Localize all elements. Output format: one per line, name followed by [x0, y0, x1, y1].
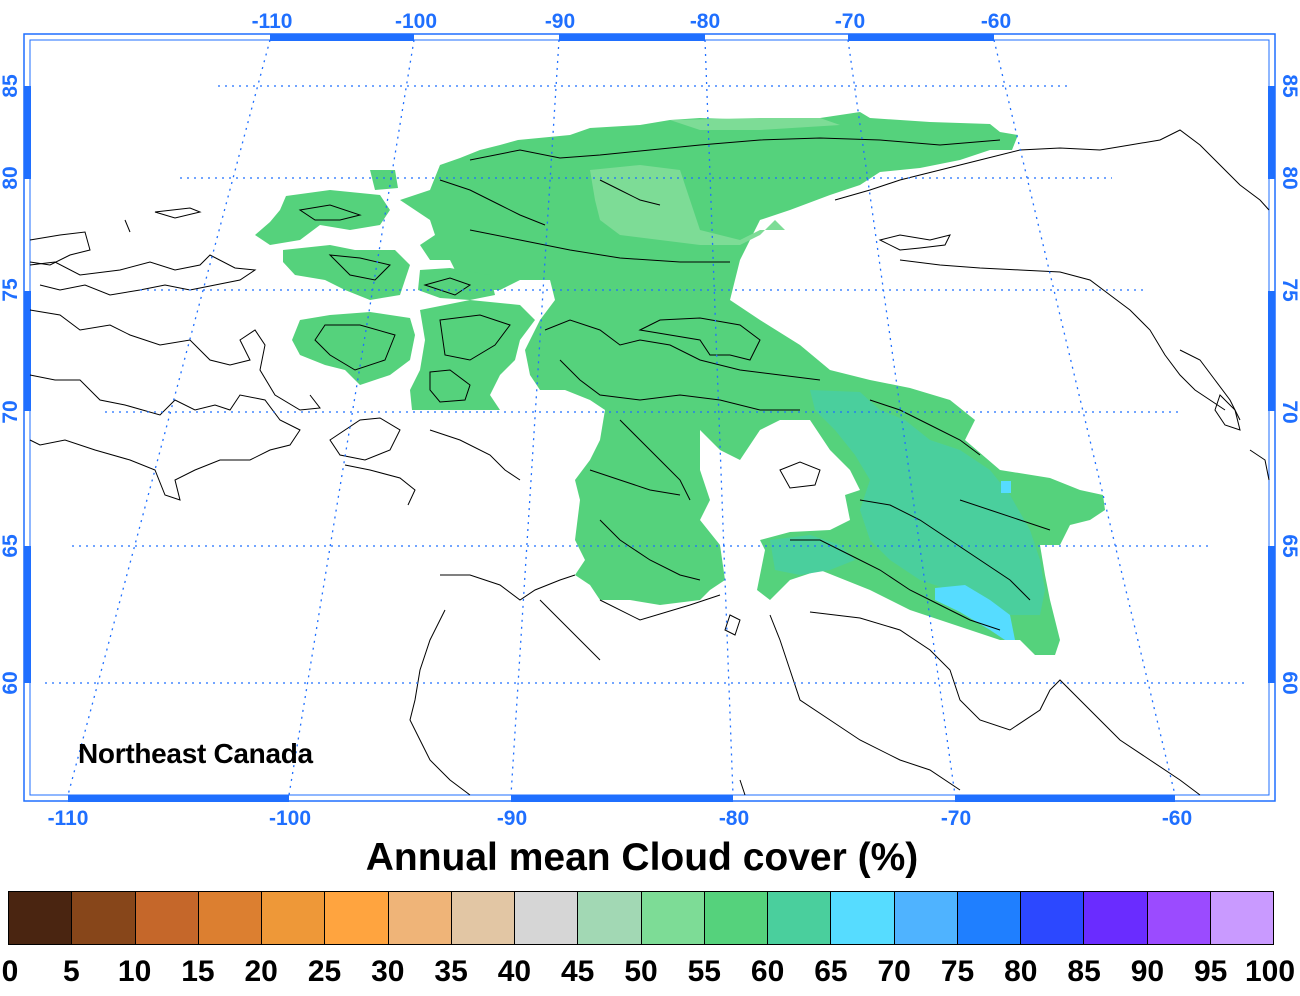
- top-tick-label: -60: [981, 10, 1011, 33]
- right-tick-label: 80: [1278, 166, 1300, 189]
- colorbar-label: 10: [117, 955, 152, 988]
- left-tick-label: 85: [0, 74, 22, 98]
- top-tick-label: -110: [252, 10, 293, 33]
- left-tick-label: 60: [0, 671, 22, 694]
- colorbar-label: 30: [371, 955, 405, 988]
- field-teal: [810, 390, 1045, 615]
- colorbar-swatch: [704, 892, 768, 944]
- colorbar-label: 15: [181, 955, 215, 988]
- colorbar-label: 95: [1194, 955, 1228, 988]
- top-axis-labels: -110 -100 -90 -80 -70 -60: [252, 10, 1012, 33]
- colorbar-swatch: [957, 892, 1021, 944]
- colorbar-label: 90: [1130, 955, 1165, 988]
- right-tick-label: 85: [1278, 74, 1300, 98]
- colorbar-swatch: [894, 892, 958, 944]
- right-axis-labels: 85 80 75 70 65 60: [1278, 74, 1300, 694]
- colorbar: [8, 891, 1274, 945]
- map-plot: -110 -100 -90 -80 -70 -60 -110 -100 -90 …: [0, 10, 1300, 830]
- colorbar-swatch: [768, 892, 832, 944]
- colorbar-swatch: [1147, 892, 1211, 944]
- field-light-1: [590, 165, 785, 245]
- top-tick-label: -90: [545, 10, 575, 33]
- colorbar-labels: 0 5 10 15 20 25 30 35 40 45 50 55 60 65 70 75 80 85 90 95 10…: [0, 955, 1300, 995]
- colorbar-swatch: [578, 892, 642, 944]
- colorbar-swatch: [325, 892, 389, 944]
- colorbar-swatch: [1084, 892, 1148, 944]
- left-tick-label: 75: [0, 278, 22, 302]
- top-tick-label: -70: [835, 10, 865, 33]
- colorbar-label: 5: [62, 955, 80, 988]
- colorbar-label: 55: [687, 955, 721, 988]
- colorbar-swatch: [135, 892, 199, 944]
- field-island-west-1: [255, 190, 390, 245]
- bottom-tick-label: -110: [48, 807, 89, 830]
- right-tick-label: 60: [1278, 671, 1300, 694]
- left-tick-label: 80: [0, 166, 22, 189]
- colorbar-swatch: [388, 892, 452, 944]
- colorbar-swatch: [1210, 892, 1273, 944]
- colorbar-label: 0: [1, 955, 19, 988]
- field-light-2: [670, 118, 840, 130]
- region-label: Northeast Canada: [78, 738, 313, 769]
- field-island-west-2: [370, 170, 398, 190]
- colorbar-swatch: [9, 892, 73, 944]
- cloud-cover-field: [255, 112, 1105, 655]
- colorbar-swatch: [72, 892, 136, 944]
- field-cyan: [935, 585, 1015, 640]
- colorbar-swatch: [1021, 892, 1085, 944]
- coastlines-inner: [298, 137, 1051, 631]
- colorbar-label: 20: [244, 955, 278, 988]
- right-tick-label: 65: [1278, 534, 1300, 558]
- colorbar-swatch: [451, 892, 515, 944]
- left-tick-label: 70: [0, 400, 22, 423]
- bottom-tick-label: -70: [941, 807, 971, 830]
- top-axis-bands: [270, 34, 994, 41]
- bottom-tick-label: -80: [719, 807, 749, 830]
- top-tick-label: -100: [395, 10, 437, 33]
- colorbar-label: 25: [307, 955, 342, 988]
- bottom-tick-label: -90: [497, 807, 527, 830]
- colorbar-swatch: [831, 892, 895, 944]
- colorbar-label: 35: [434, 955, 468, 988]
- side-axis-bands: [24, 86, 1275, 683]
- colorbar-label: 80: [1004, 955, 1038, 988]
- map-title: Annual mean Cloud cover (%): [365, 836, 919, 879]
- right-tick-label: 75: [1278, 278, 1300, 302]
- field-teal-2: [770, 535, 855, 575]
- bottom-tick-label: -60: [1162, 807, 1192, 830]
- colorbar-label: 85: [1067, 955, 1101, 988]
- colorbar-swatch: [198, 892, 262, 944]
- colorbar-label: 70: [877, 955, 911, 988]
- coastlines: [29, 129, 1270, 796]
- colorbar-label: 45: [561, 955, 595, 988]
- colorbar-label: 100: [1244, 955, 1296, 988]
- colorbar-label: 65: [814, 955, 848, 988]
- colorbar-label: 50: [624, 955, 658, 988]
- right-tick-label: 70: [1278, 400, 1300, 423]
- colorbar-swatch: [262, 892, 326, 944]
- bottom-axis-labels: -110 -100 -90 -80 -70 -60: [48, 807, 1193, 830]
- field-island-west-4: [292, 312, 415, 385]
- left-tick-label: 65: [0, 534, 22, 558]
- colorbar-swatch: [515, 892, 579, 944]
- colorbar-label: 40: [497, 955, 532, 988]
- gridlines: [45, 39, 1245, 796]
- colorbar-label: 60: [750, 955, 785, 988]
- colorbar-swatch: [641, 892, 705, 944]
- field-island-west-3: [283, 245, 410, 300]
- bottom-axis-bands: [68, 795, 1175, 802]
- colorbar-label: 75: [940, 955, 975, 988]
- top-tick-label: -80: [690, 10, 720, 33]
- field-island-west-6: [418, 268, 495, 300]
- field-cyan-dot: [1001, 481, 1011, 493]
- left-axis-labels: 85 80 75 70 65 60: [0, 74, 22, 695]
- field-island-west-5: [410, 300, 535, 410]
- bottom-tick-label: -100: [269, 807, 311, 830]
